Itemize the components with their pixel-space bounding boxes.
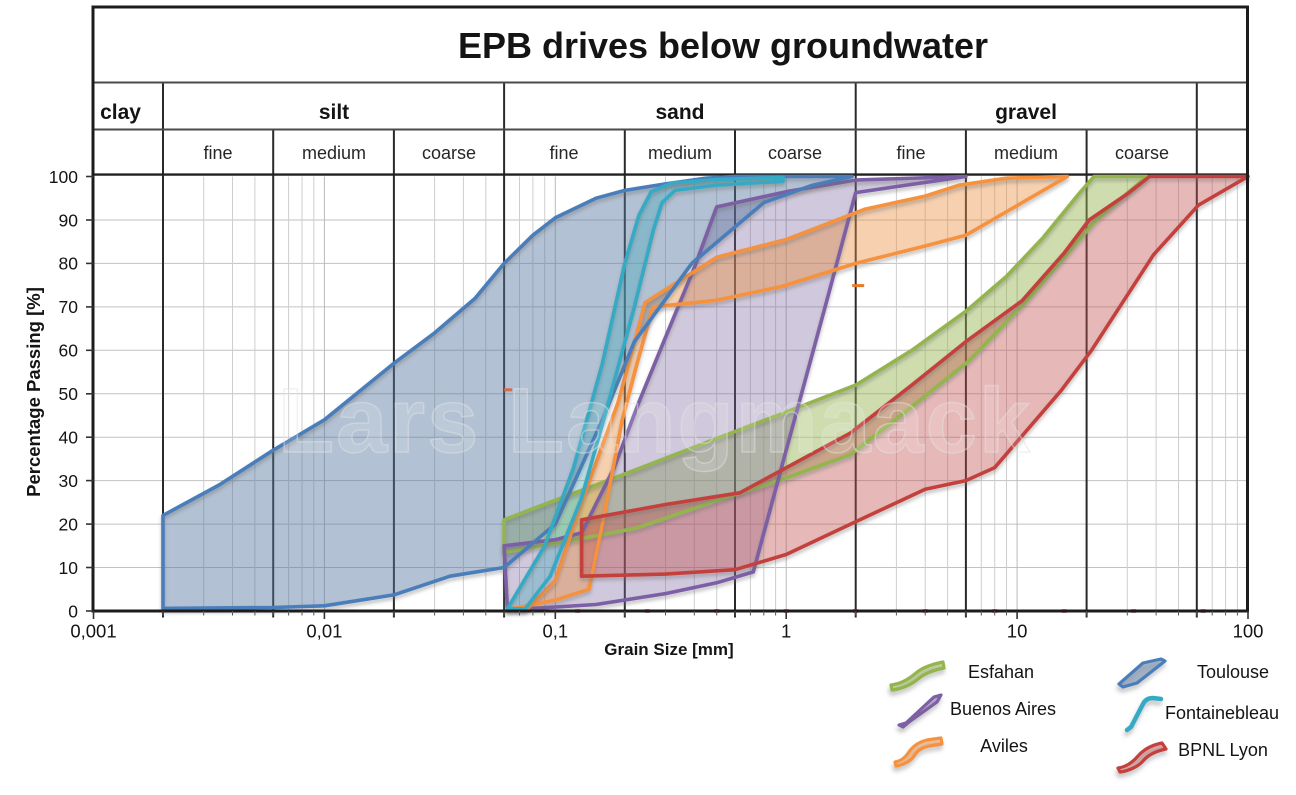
- svg-text:Percentage Passing [%]: Percentage Passing [%]: [23, 287, 44, 497]
- svg-text:silt: silt: [319, 101, 349, 124]
- svg-text:70: 70: [59, 297, 79, 317]
- svg-text:100: 100: [49, 167, 78, 187]
- svg-text:90: 90: [59, 210, 79, 230]
- svg-text:0: 0: [68, 601, 78, 621]
- svg-text:0,001: 0,001: [70, 621, 116, 642]
- svg-text:fine: fine: [896, 143, 925, 163]
- svg-text:medium: medium: [302, 143, 366, 163]
- svg-text:40: 40: [59, 428, 79, 448]
- svg-text:medium: medium: [994, 143, 1058, 163]
- svg-text:Aviles: Aviles: [980, 736, 1028, 756]
- svg-text:10: 10: [1007, 621, 1028, 642]
- svg-text:sand: sand: [655, 101, 704, 124]
- svg-text:Buenos Aires: Buenos Aires: [950, 699, 1056, 719]
- svg-text:30: 30: [59, 471, 79, 491]
- svg-text:medium: medium: [648, 143, 712, 163]
- svg-text:gravel: gravel: [995, 101, 1057, 124]
- svg-text:0,01: 0,01: [306, 621, 342, 642]
- svg-text:Toulouse: Toulouse: [1197, 662, 1269, 682]
- svg-text:Fontainebleau: Fontainebleau: [1165, 703, 1279, 723]
- svg-text:Esfahan: Esfahan: [968, 662, 1034, 682]
- svg-text:coarse: coarse: [1115, 143, 1169, 163]
- svg-text:fine: fine: [203, 143, 232, 163]
- svg-text:Grain Size [mm]: Grain Size [mm]: [604, 640, 733, 659]
- svg-text:0,1: 0,1: [542, 621, 568, 642]
- svg-text:50: 50: [59, 384, 79, 404]
- svg-text:80: 80: [59, 254, 79, 274]
- svg-text:coarse: coarse: [768, 143, 822, 163]
- svg-text:Lars Langmaack: Lars Langmaack: [278, 370, 1032, 472]
- svg-text:100: 100: [1233, 621, 1264, 642]
- svg-text:1: 1: [781, 621, 791, 642]
- svg-text:fine: fine: [549, 143, 578, 163]
- svg-text:10: 10: [59, 558, 79, 578]
- svg-text:20: 20: [59, 514, 79, 534]
- svg-text:BPNL Lyon: BPNL Lyon: [1178, 740, 1268, 760]
- svg-text:clay: clay: [100, 101, 141, 124]
- svg-text:60: 60: [59, 341, 79, 361]
- svg-text:coarse: coarse: [422, 143, 476, 163]
- svg-text:EPB drives below groundwater: EPB drives below groundwater: [458, 25, 988, 66]
